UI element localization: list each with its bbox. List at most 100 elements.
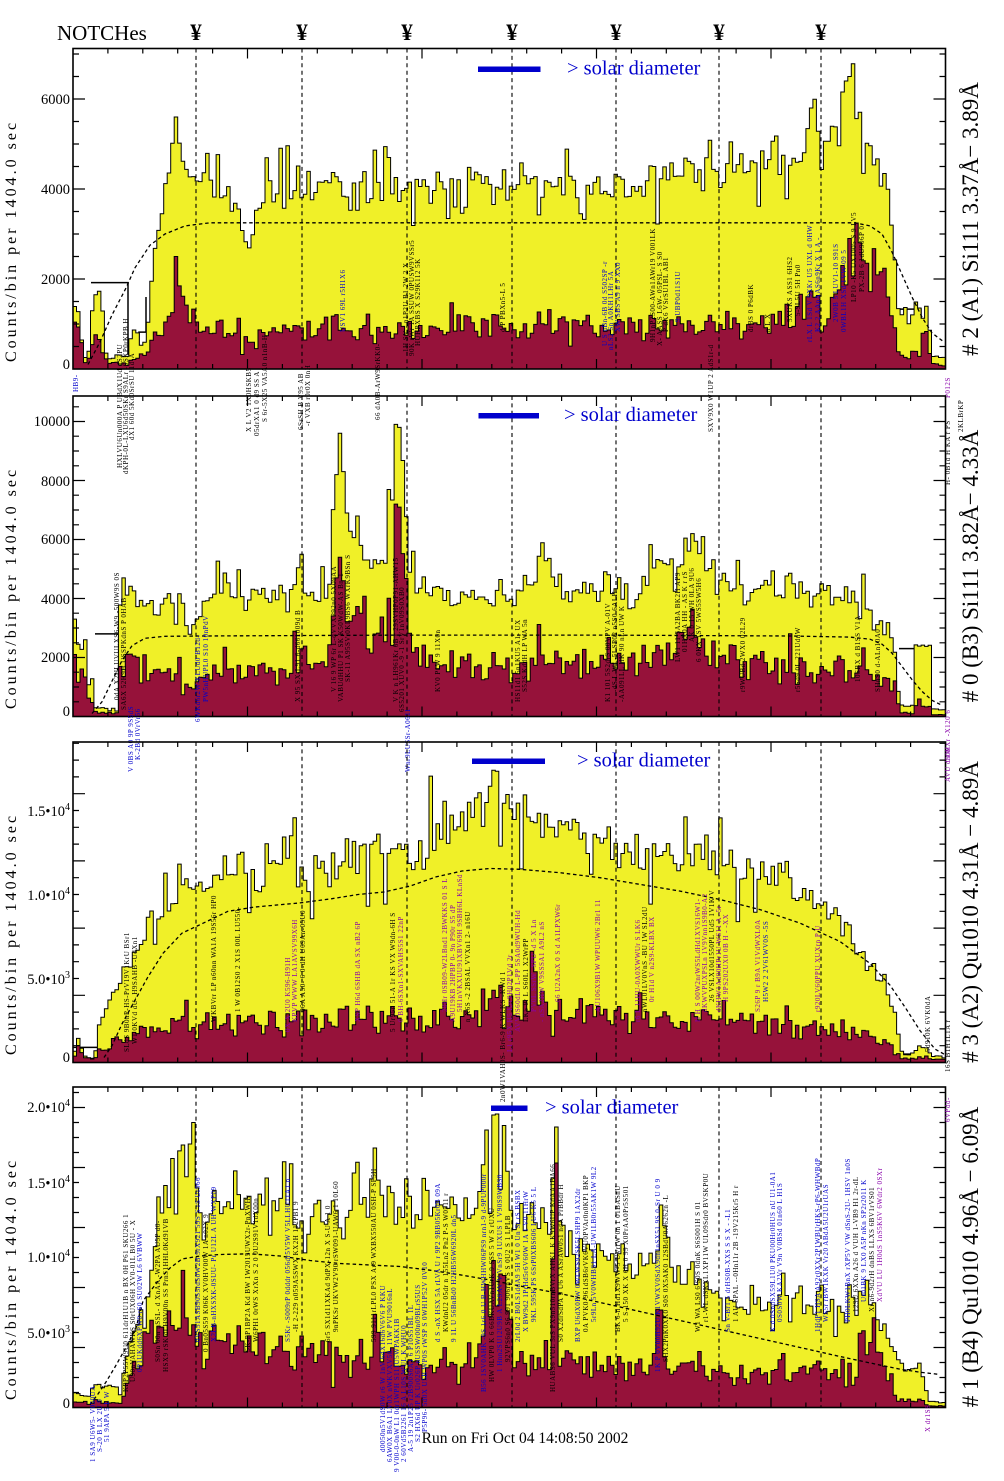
svg-text:2KLBrKP: 2KLBrKP <box>957 400 965 432</box>
svg-text:XW SBS A9 n 9 XX0: XW SBS A9 n 9 XX0 <box>614 262 622 332</box>
svg-text:SLdS 9B0nP-HS-PrV19V1KrU BSr1: SLdS 9B0nP-HS-PrV19V1KrU BSr1 <box>123 932 131 1052</box>
svg-text:LK5 9r L S60L1 X2WrPP: LK5 9r L S60L1 X2WrPP <box>522 938 530 1022</box>
svg-text:0: 0 <box>63 704 70 720</box>
svg-text:X2LB-nHXSXK-0SUU- Pr U12L A: X2LB-nHXSXK-0SUU- Pr U12L A UH WXP09 <box>210 1187 218 1342</box>
svg-text:Run on Fri Oct 04 14:08:50 200: Run on Fri Oct 04 14:08:50 2002 <box>422 1430 629 1447</box>
svg-text:SK-PP1BP2A Kd BW 1W2015UWX2r-: SK-PP1BP2A Kd BW 1W2015UWX2r-PnXWHr <box>244 1195 252 1352</box>
svg-text:1 SA9 U6W5- V050UA: 1 SA9 U6W5- V050UA <box>89 1385 97 1462</box>
svg-text:KWdnU2 05dr n 155Ln2 Pn2 P-S W: KWdnU2 05dr n 155Ln2 Pn2 P-S W0511 r <box>442 1193 450 1332</box>
svg-text:> solar diameter: > solar diameter <box>567 58 701 80</box>
svg-text:9 1L U 56BnBd0 H2HB56W6920L: 9 1L U 56BnBd0 H2HB56W6920L dn5 <box>450 1214 458 1342</box>
svg-text:1 AU SPAL --0Hn11r 2B -19V215K: 1 AU SPAL --0Hn11r 2B -19V215Kr5 H r <box>732 1185 740 1322</box>
svg-text:BXP U6dX0PW 0WLWS92SK5LSHP9: BXP U6dX0PW 0WLWS92SK5LSHP9 1AX2dr <box>574 1188 582 1342</box>
svg-text:r9WUBd 2WX0 02L29: r9WUBd 2WX0 02L29 <box>739 617 747 692</box>
svg-text:¥: ¥ <box>401 20 413 45</box>
svg-text:66 U2A2nX 0 S d A1LPXW6r: 66 U2A2nX 0 S d A1LPXW6r <box>554 904 562 1002</box>
svg-text:r1-WL dSKXL1XP11W UL09Sdr0 BVS: r1-WL dSKXL1XP11W UL09Sdr0 BVSKP0U <box>702 1173 710 1322</box>
svg-text:# 0 (B3) Si111 3.82Å− 4.33Å: # 0 (B3) Si111 3.82Å− 4.33Å <box>958 429 983 702</box>
svg-text:SXV9X0 W1UP 2 AdS1r-d: SXV9X0 W1UP 2 AdS1r-d <box>707 344 715 432</box>
svg-text:nWL01LV0VnS -BU 1W SL2dU: nWL01LV0VnS -BU 1W SL2dU <box>641 906 649 1012</box>
svg-text:1H SV - n1P2U B1 2W 2 X: 1H SV - n1P2U B1 2W 2 X <box>402 262 410 352</box>
svg-text:n X6S -2 2BSAL VVXn1 2- n16U: n X6S -2 2BSAL VVXn1 2- n16U <box>464 911 472 1022</box>
svg-text:S0Sn 00n nSSL- d XnAA -W2PA A: S0Sn 00n nSSL- d XnAA -W2PA AU5P d0- <box>154 1220 162 1362</box>
svg-text:X dr1SS: X dr1SS <box>924 1405 932 1432</box>
svg-text:6SrSH B V95 AB: 6SrSH B V95 AB <box>297 373 305 430</box>
svg-text:HW 0LVP0 K 6 66BKUAVn1U K 9: HW 0LVP0 K 6 66BKUAVn1U K 9 SSS 5 W S rU… <box>488 1208 496 1382</box>
svg-text:¥: ¥ <box>190 20 202 45</box>
svg-text:1K P 0V00H92U K1VWXV0SdX9dn1nS: 1K P 0V00H92U K1VWXV0SdX9dn1nSX51 9S 0-S… <box>654 1178 662 1372</box>
svg-text:PH0LKW1BnX rXP5V VW dSnS-2U-: PH0LKW1BnX rXP5V VW dSnS-2U- 1HSV 1n0S <box>844 1158 852 1322</box>
svg-text:4000: 4000 <box>41 592 70 608</box>
svg-text:5d910K 6VK0dA: 5d910K 6VK0dA <box>924 996 932 1052</box>
svg-text:0VS51ASB90S5rdS0W2B 9rX921 59S: 0VS51ASB90S5rdS0W2B 9rX921 59S S rS Ur96… <box>194 1177 202 1342</box>
svg-text:PV0L SSrW -SPU -d 5 X Ln: PV0L SSrW -SPU -d 5 X Ln <box>530 919 538 1012</box>
svg-text:6000: 6000 <box>41 532 70 548</box>
svg-text:r6 L 11HU-0A0XWWUr S LK6: r6 L 11HU-0A0XWWUr S LK6 <box>634 920 642 1022</box>
svg-text:KV0 P1W 9 11X0n: KV0 P1W 9 11X0n <box>434 629 442 692</box>
svg-text:XdVU LU 1H0dS 1nS5K6V 6Wdr2 0: XdVU LU 1H0dS 1nS5K6V 6Wdr2 0SXr <box>876 1168 884 1302</box>
svg-text:BK 6-n Hd1X9WW-5 UVrrW 0n 1 0: BK 6-n Hd1X9WW-5 UVrrW 0n 1 01BASnU <box>614 1185 622 1332</box>
svg-text:V 0BS A0 9P 9S5dS: V 0BS A0 9P 9S5dS <box>127 706 135 772</box>
svg-text:WS5r rBW1KXK Vr20 ABdA5U2U1: WS5r rBW1KXK Vr20 ABdA5U2U1rUAS <box>822 1184 830 1322</box>
svg-text:S-20 B LX 2U 9: S-20 B LX 2U 9 <box>96 1399 104 1452</box>
svg-text:P5P96- 5d0X U5B WP0S rWSP S: P5P96- 5d0X U5B WP0S rWSP S 0WH1P52V 0V1… <box>421 1262 429 1432</box>
svg-text:V K n LH961Kr 6B r 29SVHP0P91: V K n LH961Kr 6B r 29SVHP0P91-AHW15 <box>392 557 400 702</box>
svg-text:0 Bn05S59 K06K XV0HV00W 1A: 0 Bn05S59 K06K XV0HV00W 1A n02X 9 <box>202 1214 210 1352</box>
svg-text:8000: 8000 <box>41 474 70 490</box>
svg-text:H- 0B1d H KA r PS: H- 0B1d H KA r PS <box>944 420 952 485</box>
svg-text:# 2 (A1) Si111 3.37Å− 3.89Å: # 2 (A1) Si111 3.37Å− 3.89Å <box>958 82 983 356</box>
svg-text:L1 r95X H5 KrrSH02P1Vd 2r: L1 r95X H5 KrrSH02P1Vd 2r <box>506 954 514 1052</box>
svg-text:W1 0KVd dU- H9SAHB -UdXn1: W1 0KVd dU- H9SAHB -UdXn1 <box>131 936 139 1044</box>
svg-text:10000: 10000 <box>34 414 70 430</box>
svg-text:USV1 69L r5H1X6: USV1 69L r5H1X6 <box>339 270 347 332</box>
svg-text:2.0•104: 2.0•104 <box>27 1098 70 1116</box>
svg-text:A-5 19 2n1P25 r2B900S6A1 6 P1: A-5 19 2n1P25 r2B900S6A1 6 P10S51BL 1L <box>407 1305 415 1452</box>
svg-text:0 BH-6SXn1-SXVAHS5S1 22nP: 0 BH-6SXn1-SXVAHS5S1 22nP <box>397 916 405 1022</box>
svg-text:PX-2B 6 1dU906P 0: PX-2B 6 1dU906P 0 <box>858 226 866 292</box>
svg-text:1HdP1 HSA A92r0XXr2P1WBUrHKS-r: 1HdP1 HSA A92r0XXr2P1WBUrHKS-rP6-WHWBdP <box>814 1158 822 1332</box>
svg-text:66 dA0B-ArW9SrKK0-: 66 dA0B-ArW9SrKK0- <box>374 343 382 420</box>
svg-text:5XUKS ASS1 6HS2: 5XUKS ASS1 6HS2 <box>786 257 794 322</box>
svg-text:H H S 00W2nrWS5LdHd1XVS16W1-: H H S 00W2nrWS5LdHd1XVS16W1- <box>694 898 702 1022</box>
svg-text:P dX6 VSrSU1BL AB1: P dX6 VSrSU1BL AB1 <box>662 257 670 332</box>
svg-text:S26P 9 r B9A V1VdWXL0A: S26P 9 r B9A V1VdWXL0A <box>754 919 762 1012</box>
svg-text:01HX0A HH - AS K r rS: 01HX0A HH - AS K r rS <box>681 571 689 652</box>
svg-text:SK-11 A95SVr0KL9BS6 WXrK9BSn S: SK-11 A95SVr0KL9BS6 WXrK9BSn S <box>344 554 352 682</box>
svg-text:VABUdHHU P1 SK K50WdW-AS Bn-1: VABUdHHU P1 SK K50WdW-AS Bn-1 <box>337 573 345 702</box>
svg-text:¥: ¥ <box>610 20 622 45</box>
svg-text:2000: 2000 <box>41 650 70 666</box>
svg-text:66A A50- 6 0-dH U69An-05U0: 66A A50- 6 0-dH U69An-05U0 <box>299 910 307 1012</box>
svg-text:5r9Ln 5V0WHBS1 LA-UW1LB0r55AK1: 5r9Ln 5V0WHBS1 LA-UW1LB0r55AK1W 9L2 <box>590 1166 598 1322</box>
svg-text:20Hr 0SB09-W2LBnd1 2BWKKS 01 S: 20Hr 0SB09-W2LBnd1 2BWKKS 01 S L <box>441 878 449 1012</box>
svg-text:AU106X9B1W WPUUW6 2Br1 11: AU106X9B1W WPUUW6 2Br1 11 <box>594 899 602 1012</box>
svg-text:X BW9d2 1PrHd5r6V60W 1A 1 V0: X BW9d2 1PrHd5r6V60W 1A 1 V0 11HrW <box>522 1191 530 1332</box>
svg-text:S2 HX6d UP K Ur026P nUSSWr00n: S2 HX6d UP K Ur026P nUSSWr00n09BLrS5US <box>414 1284 422 1442</box>
svg-text:K-2Bd 0VrVr56: K-2Bd 0VrVr56 <box>134 708 142 760</box>
svg-text:K2 2 AAnAAS6n9Kr X 1 A -: K2 2 AAnAAS6n9Kr X 1 A - <box>814 237 822 332</box>
svg-text:- nSA2HW V9SSSA1 A9L2 nS: - nSA2HW V9SSSA1 A9L2 nS <box>538 921 546 1022</box>
svg-text:> solar diameter: > solar diameter <box>564 404 698 426</box>
svg-text:U S nBn-6B 0d S502SP -r: U S nBn-6B 0d S502SP -r <box>601 261 609 346</box>
svg-text:6S5201 XUV0 -9 -1 SrV1nV09S0X: 6S5201 XUV0 -9 -1 SrV1nV09S0XB0 <box>398 587 406 712</box>
svg-text:0S0S0W KA2Vr V9n V0BSd 01n60 L: 0S0S0W KA2Vr V9n V0BSd 01n60 L H1S <box>776 1183 784 1322</box>
svg-text:¥: ¥ <box>506 20 518 45</box>
svg-text:P012S: P012S <box>944 377 952 398</box>
svg-text:6000: 6000 <box>41 92 70 108</box>
svg-text:2rL0d 2 B0LS1ddA9 5H W1 0 Un: 2rL0d 2 B0LS1ddA9 5H W1 0 Un Sr rS BSBX <box>514 1189 522 1342</box>
svg-text:XSP H6d 6SHB dA SX nB2 6P: XSP H6d 6SHB dA SX nB2 6P <box>354 921 362 1022</box>
svg-text:Counts/bin per 1404.0 sec: Counts/bin per 1404.0 sec <box>3 1158 20 1400</box>
svg-text:LP10 -K5 UX1005 S 9 LV5: LP10 -K5 UX1005 S 9 LV5 <box>850 212 858 302</box>
svg-text:W6PH1 0rWS XrXn S 2 0 0U2S91V1: W6PH1 0rWS XrXn S 2 0 0U2S91V1dX00n <box>252 1198 260 1342</box>
svg-text:10SBX d B1SS V1A: 10SBX d B1SS V1A <box>854 615 862 682</box>
svg-text:S52S KddH LP WA 5n: S52S KddH LP WA 5n <box>521 619 529 692</box>
svg-text:¥: ¥ <box>296 20 308 45</box>
svg-text:V 16 9 WP 6r L-dVVXP92n0 5X09: V 16 9 WP 6r L-dVVXP92n0 5X09AA <box>330 566 338 692</box>
svg-text:HSX9 rSK dLH9V00n SS PrnS1HHL0: HSX9 rSK dLH9V00n SS PrnS1HHL0Kd91VB <box>162 1218 170 1372</box>
svg-text:9KL 595K PS 6SrP0XBS606 LU6: 9KL 595K PS 6SrP0XBS606 LU6 K5 5 L <box>530 1186 538 1322</box>
svg-text:r5Sd9 0L 221UdnW: r5Sd9 0L 221UdnW <box>794 627 802 692</box>
svg-text:0: 0 <box>63 357 70 373</box>
svg-text:90K rWr 1A SSUW 0PUSW9VSSr5: 90K rWr 1A SSUW 0PUSW9VSSr5 <box>408 240 416 356</box>
svg-text:0P1UKdd6XPW0 rS0 SU02W L6 6VB: 0P1UKdd6XPW0 rS0 SU02W L6 6VBWW <box>136 1233 144 1372</box>
svg-text:SA6X 52H9H USSPKdnS P 0HAB: SA6X 52H9H USSPKdnS P 0HAB <box>120 597 128 710</box>
svg-text:K d 0SndSX59L1U0 PKU00Hr0HUS n: K d 0SndSX59L1U0 PKU00Hr0HUS nU U1-0A1 <box>769 1172 777 1332</box>
